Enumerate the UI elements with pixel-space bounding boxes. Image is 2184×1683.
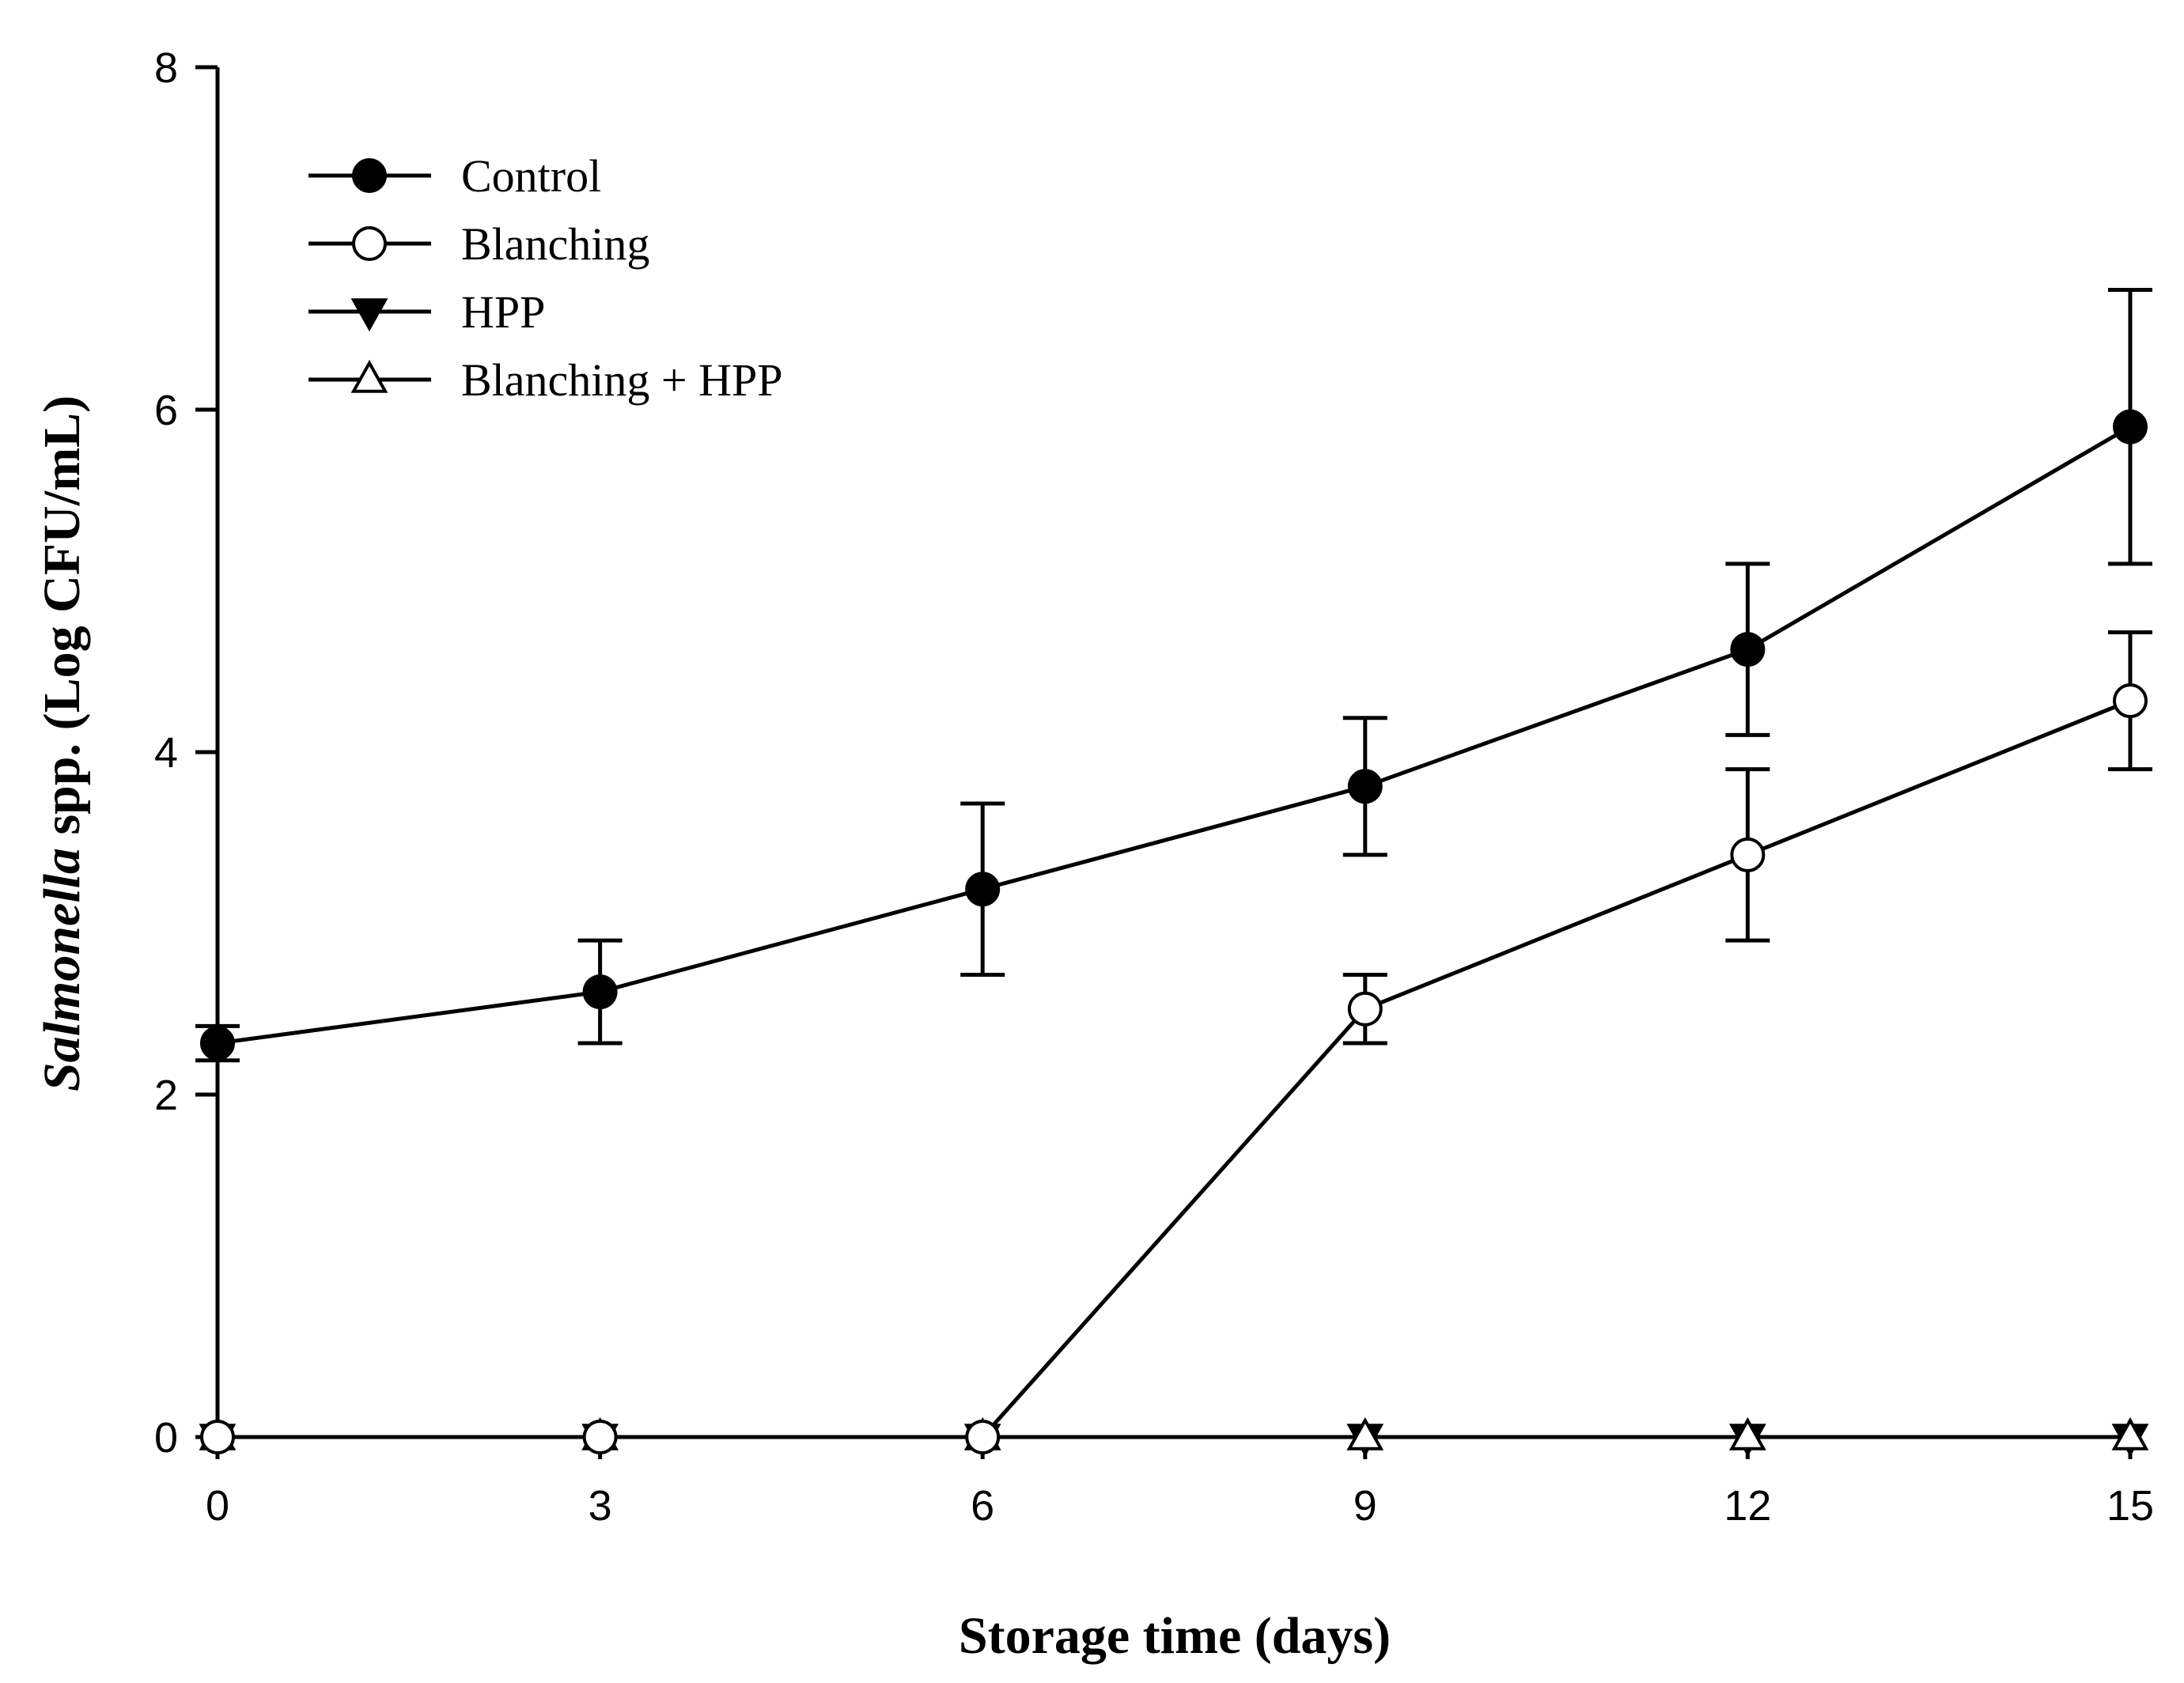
y-tick-label: 2 <box>154 1072 178 1119</box>
data-point <box>965 1420 1001 1454</box>
data-point <box>1730 837 1766 872</box>
data-point <box>582 974 618 1010</box>
data-point <box>1347 769 1383 804</box>
data-point <box>1728 1416 1766 1450</box>
legend-marker <box>352 158 387 193</box>
y-axis-title: Salmonella spp. (Log CFU/mL) <box>33 395 91 1091</box>
legend-item-hpp: HPP <box>308 286 545 338</box>
data-point <box>1730 632 1766 668</box>
series-line-control <box>217 425 2132 1046</box>
x-tick-label: 3 <box>589 1482 612 1530</box>
data-point <box>1347 991 1383 1027</box>
y-axis-ticks: 0 2 4 6 8 <box>154 44 218 1462</box>
y-tick-label: 0 <box>154 1414 178 1462</box>
series-blanching <box>200 630 2152 1454</box>
legend-marker <box>350 298 388 332</box>
data-point <box>2111 1416 2149 1450</box>
x-axis-title: Storage time (days) <box>959 1607 1391 1665</box>
legend-label: Blanching <box>461 218 649 270</box>
data-point <box>200 1420 235 1454</box>
series-line-blanching <box>218 698 2131 1439</box>
series-hpp <box>199 1424 2149 1458</box>
y-axis-title-italic: Salmonella <box>33 848 91 1091</box>
data-point <box>582 1420 618 1454</box>
x-axis-ticks: 0 3 6 9 12 15 <box>206 1437 2154 1530</box>
data-point <box>2113 683 2148 719</box>
series-control <box>195 287 2152 1063</box>
legend-marker <box>352 226 387 261</box>
series-blanching-hpp <box>199 1416 2149 1450</box>
legend-item-blanching-hpp: Blanching + HPP <box>308 354 783 406</box>
series-layer <box>195 287 2152 1458</box>
y-tick-label: 6 <box>154 387 178 434</box>
data-point <box>1346 1416 1384 1450</box>
y-axis-title-rest: spp. (Log CFU/mL) <box>33 395 91 848</box>
axes <box>215 67 2130 1439</box>
y-tick-label: 8 <box>154 44 178 92</box>
legend-item-blanching: Blanching <box>308 218 649 270</box>
legend-label: Control <box>461 150 601 202</box>
x-tick-label: 0 <box>206 1482 229 1530</box>
x-tick-label: 6 <box>971 1482 994 1530</box>
data-point <box>2113 409 2148 444</box>
legend-marker <box>350 359 388 393</box>
data-point <box>965 872 1001 907</box>
x-tick-label: 9 <box>1353 1482 1377 1530</box>
legend: Control Blanching HPP Blanching + HPP <box>308 150 783 406</box>
legend-label: Blanching + HPP <box>461 354 783 406</box>
x-tick-label: 12 <box>1724 1482 1771 1530</box>
x-tick-label: 15 <box>2106 1482 2154 1530</box>
legend-item-control: Control <box>308 150 601 202</box>
data-point <box>200 1026 235 1061</box>
y-tick-label: 4 <box>154 729 178 777</box>
legend-label: HPP <box>461 286 545 338</box>
